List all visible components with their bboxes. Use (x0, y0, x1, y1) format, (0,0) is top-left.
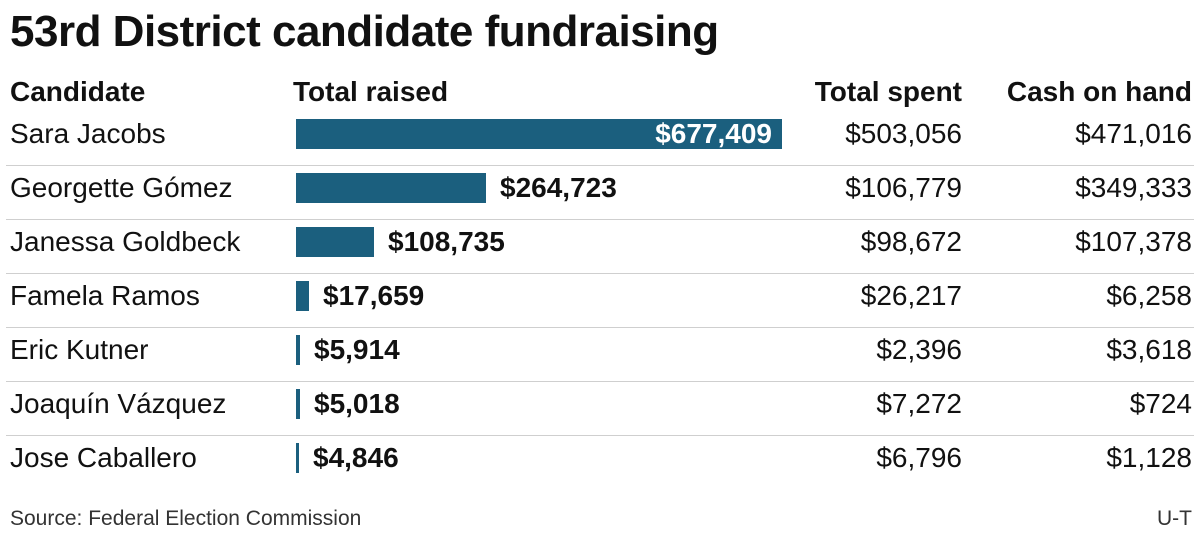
total-spent-value: $106,779 (845, 172, 962, 203)
candidate-name: Eric Kutner (10, 334, 149, 365)
bar-total-raised (296, 443, 299, 473)
header-total-spent: Total spent (814, 76, 962, 107)
table-row: Joaquín Vázquez $5,018 $7,272 $724 (0, 382, 1200, 436)
table-row: Jose Caballero $4,846 $6,796 $1,128 (0, 436, 1200, 490)
total-spent-value: $503,056 (845, 118, 962, 149)
cash-on-hand-value: $6,258 (1106, 280, 1192, 311)
bar-value-label: $17,659 (323, 280, 425, 311)
bar-value-label: $108,735 (388, 226, 505, 257)
chart-title: 53rd District candidate fundraising (10, 7, 719, 56)
bar-value-label: $677,409 (655, 118, 772, 149)
table-row: Janessa Goldbeck $108,735 $98,672 $107,378 (0, 220, 1200, 274)
row-divider (6, 381, 1194, 382)
cash-on-hand-value: $1,128 (1106, 442, 1192, 473)
bar-value-label: $4,846 (313, 442, 399, 473)
cash-on-hand-value: $724 (1129, 388, 1192, 419)
row-divider (6, 327, 1194, 328)
cash-on-hand-value: $107,378 (1075, 226, 1192, 257)
header-total-raised: Total raised (293, 76, 449, 107)
row-divider (6, 165, 1194, 166)
header-cash-on-hand: Cash on hand (1006, 76, 1192, 107)
table-row: Georgette Gómez $264,723 $106,779 $349,333 (0, 166, 1200, 220)
total-spent-value: $26,217 (860, 280, 962, 311)
bar-total-raised (296, 389, 300, 419)
candidate-name: Joaquín Vázquez (10, 388, 227, 419)
bar-value-label: $5,018 (314, 388, 400, 419)
candidate-name: Janessa Goldbeck (10, 226, 241, 257)
bar-total-raised (296, 173, 486, 203)
source-note: Source: Federal Election Commission (10, 507, 362, 530)
bar-total-raised (296, 281, 309, 311)
bar-total-raised (296, 227, 374, 257)
table-header: Candidate Total raised Total spent Cash … (0, 72, 1200, 112)
total-spent-value: $6,796 (876, 442, 962, 473)
bar-total-raised (296, 335, 300, 365)
cash-on-hand-value: $471,016 (1075, 118, 1192, 149)
bar-value-label: $264,723 (500, 172, 617, 203)
table-row: Eric Kutner $5,914 $2,396 $3,618 (0, 328, 1200, 382)
candidate-name: Famela Ramos (10, 280, 200, 311)
row-divider (6, 273, 1194, 274)
total-spent-value: $2,396 (876, 334, 962, 365)
bar-value-label: $5,914 (314, 334, 400, 365)
candidate-name: Jose Caballero (10, 442, 197, 473)
cash-on-hand-value: $3,618 (1106, 334, 1192, 365)
table-row: Famela Ramos $17,659 $26,217 $6,258 (0, 274, 1200, 328)
table-row: Sara Jacobs $677,409 $503,056 $471,016 (0, 112, 1200, 166)
row-divider (6, 435, 1194, 436)
bar-total-raised (296, 119, 782, 149)
row-divider (6, 219, 1194, 220)
credit-label: U-T (1157, 507, 1192, 530)
total-spent-value: $7,272 (876, 388, 962, 419)
candidate-name: Georgette Gómez (10, 172, 233, 203)
header-candidate: Candidate (10, 76, 146, 107)
candidate-name: Sara Jacobs (10, 118, 166, 149)
total-spent-value: $98,672 (860, 226, 962, 257)
cash-on-hand-value: $349,333 (1075, 172, 1192, 203)
